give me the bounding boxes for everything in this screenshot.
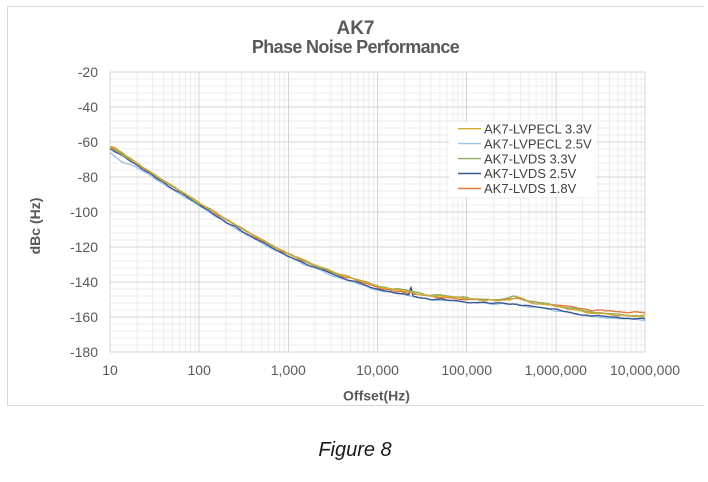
- svg-text:-60: -60: [78, 134, 98, 150]
- svg-text:AK7-LVPECL 3.3V: AK7-LVPECL 3.3V: [484, 121, 592, 136]
- svg-text:-160: -160: [70, 309, 98, 325]
- svg-text:-140: -140: [70, 274, 98, 290]
- svg-text:-80: -80: [78, 169, 98, 185]
- svg-text:AK7-LVPECL 2.5V: AK7-LVPECL 2.5V: [484, 136, 592, 151]
- svg-text:10: 10: [102, 362, 118, 378]
- svg-text:-120: -120: [70, 239, 98, 255]
- svg-text:AK7-LVDS 3.3V: AK7-LVDS 3.3V: [484, 151, 577, 166]
- svg-text:dBc (Hz): dBc (Hz): [27, 198, 43, 255]
- svg-text:-100: -100: [70, 204, 98, 220]
- svg-text:Phase Noise Performance: Phase Noise Performance: [252, 37, 460, 57]
- svg-text:1,000: 1,000: [271, 362, 306, 378]
- svg-text:10,000: 10,000: [356, 362, 399, 378]
- svg-text:100,000: 100,000: [441, 362, 492, 378]
- svg-text:AK7-LVDS 1.8V: AK7-LVDS 1.8V: [484, 181, 577, 196]
- svg-text:-20: -20: [78, 64, 98, 80]
- svg-text:AK7-LVDS 2.5V: AK7-LVDS 2.5V: [484, 166, 577, 181]
- svg-text:10,000,000: 10,000,000: [610, 362, 680, 378]
- svg-text:Figure 8: Figure 8: [318, 439, 391, 461]
- svg-text:1,000,000: 1,000,000: [525, 362, 587, 378]
- svg-text:Offset(Hz): Offset(Hz): [343, 388, 410, 404]
- svg-text:-180: -180: [70, 344, 98, 360]
- svg-text:AK7: AK7: [336, 18, 374, 39]
- svg-text:100: 100: [188, 362, 212, 378]
- svg-text:-40: -40: [78, 99, 98, 115]
